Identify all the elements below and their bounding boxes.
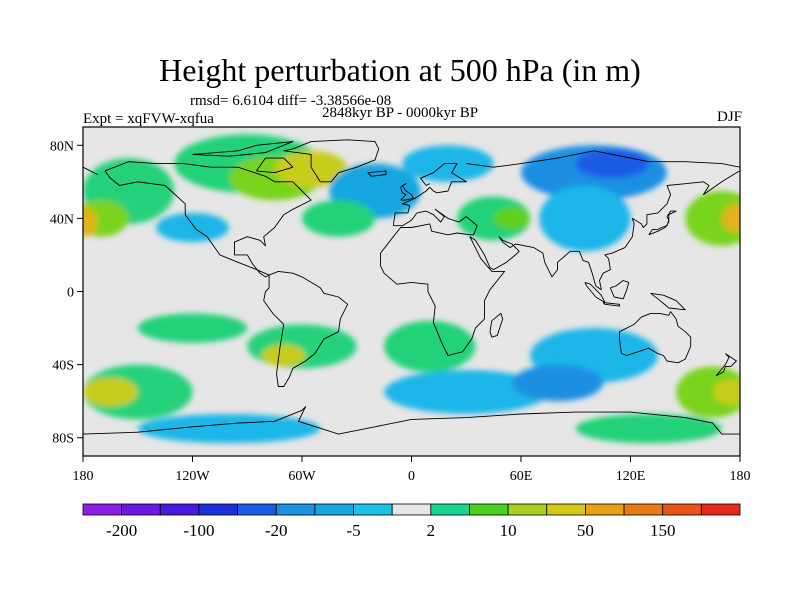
anomaly-region-26 (137, 413, 321, 444)
coastline-19 (256, 157, 294, 174)
lon-tick-label-1: 120W (175, 469, 210, 484)
coastline-2 (380, 208, 506, 356)
colorbar-swatch-12 (546, 503, 586, 516)
lon-tick-label-2: 60W (288, 469, 316, 484)
colorbar-swatch-7 (353, 503, 393, 516)
anomaly-region-24 (676, 366, 740, 418)
colorbar-swatch-15 (662, 503, 702, 516)
anomaly-region-21 (511, 364, 604, 402)
lon-tick-label-4: 60E (510, 469, 533, 484)
colorbar-swatch-8 (391, 503, 432, 516)
colorbar-swatch-16 (700, 503, 741, 516)
coastline-3 (392, 163, 467, 226)
anomaly-field (83, 134, 740, 444)
anomaly-region-5 (685, 190, 740, 246)
coastline-11 (400, 183, 414, 201)
lon-tick-label-6: 180 (730, 469, 751, 484)
anomaly-region-16 (247, 324, 357, 369)
experiment-label: Expt = xqFVW-xqfua (83, 111, 214, 127)
anomaly-region-17 (261, 344, 306, 367)
colorbar-label-1: -100 (183, 521, 214, 540)
latitude-axis: 80N 40N 0 40S 80S (50, 139, 83, 447)
anomaly-region-18 (384, 320, 476, 372)
coastline-5 (83, 166, 98, 175)
anomaly-region-28 (156, 212, 229, 243)
colorbar-swatch-4 (237, 503, 277, 516)
coastline-12 (489, 312, 504, 338)
coastline-8 (283, 139, 380, 183)
coastline-6 (475, 170, 740, 291)
map-panel: 180 120W 60W 0 60E 120E 180 80N 40N 0 40S 80S (50, 126, 751, 484)
colorbar-swatch-2 (159, 503, 200, 516)
colorbar-swatch-0 (82, 503, 123, 516)
season-label: DJF (716, 109, 742, 125)
coastline-10 (648, 210, 677, 236)
coastline-1 (263, 270, 349, 387)
colorbar-label-7: 150 (650, 521, 676, 540)
coastline-20 (192, 141, 294, 157)
coastline-16 (650, 292, 686, 311)
coastline-15 (609, 280, 630, 300)
lon-tick-label-3: 0 (408, 469, 415, 484)
colorbar-swatch-13 (585, 503, 625, 516)
anomaly-region-19 (384, 370, 549, 414)
colorbar-swatch-9 (430, 503, 470, 516)
anomaly-region-6 (721, 203, 740, 234)
anomaly-region-14 (539, 185, 631, 252)
colorbar-swatch-1 (121, 503, 161, 516)
coastline-17 (367, 170, 387, 177)
lon-tick-label-5: 120E (616, 469, 646, 484)
colorbar-label-4: 2 (427, 521, 436, 540)
coastline-4 (466, 150, 740, 168)
colorbar-label-6: 50 (577, 521, 594, 540)
anomaly-region-9 (493, 207, 531, 230)
colorbar: -200 -100 -20 -5 2 10 50 150 (82, 503, 741, 540)
coastline-14 (602, 302, 620, 307)
colorbar-swatch-14 (623, 503, 664, 516)
anomaly-region-23 (83, 377, 138, 407)
anomaly-region-2 (274, 150, 348, 188)
longitude-axis: 180 120W 60W 0 60E 120E 180 (73, 456, 751, 484)
colorbar-label-2: -20 (265, 521, 288, 540)
colorbar-swatch-5 (275, 503, 316, 516)
anomaly-region-27 (575, 413, 722, 444)
anomaly-region-25 (712, 379, 740, 405)
plot-title: Height perturbation at 500 hPa (in m) (159, 52, 641, 88)
colorbar-swatch-3 (198, 503, 238, 516)
statistics-line: rmsd= 6.6104 diff= -3.38566e-08 (190, 93, 392, 109)
lat-tick-label-3: 40S (52, 359, 74, 374)
anomaly-region-12 (575, 148, 649, 179)
coastlines (83, 139, 740, 435)
colorbar-label-3: -5 (346, 521, 360, 540)
lat-tick-label-1: 40N (50, 212, 74, 227)
colorbar-swatch-11 (507, 503, 548, 516)
anomaly-region-15 (137, 313, 248, 343)
anomaly-region-7 (83, 207, 98, 237)
period-label: 2848kyr BP - 0000kyr BP (322, 105, 479, 121)
colorbar-swatch-6 (314, 503, 354, 516)
coastline-18 (715, 353, 737, 377)
anomaly-region-29 (302, 200, 375, 237)
lon-tick-label-0: 180 (73, 469, 94, 484)
coastline-7 (619, 311, 692, 364)
coastline-0 (104, 161, 312, 278)
lat-tick-label-0: 80N (50, 139, 74, 154)
lat-tick-label-4: 80S (52, 432, 74, 447)
colorbar-label-0: -200 (106, 521, 137, 540)
lat-tick-label-2: 0 (67, 286, 74, 301)
coastline-9 (83, 406, 740, 435)
colorbar-swatch-10 (469, 503, 509, 516)
colorbar-label-5: 10 (500, 521, 517, 540)
